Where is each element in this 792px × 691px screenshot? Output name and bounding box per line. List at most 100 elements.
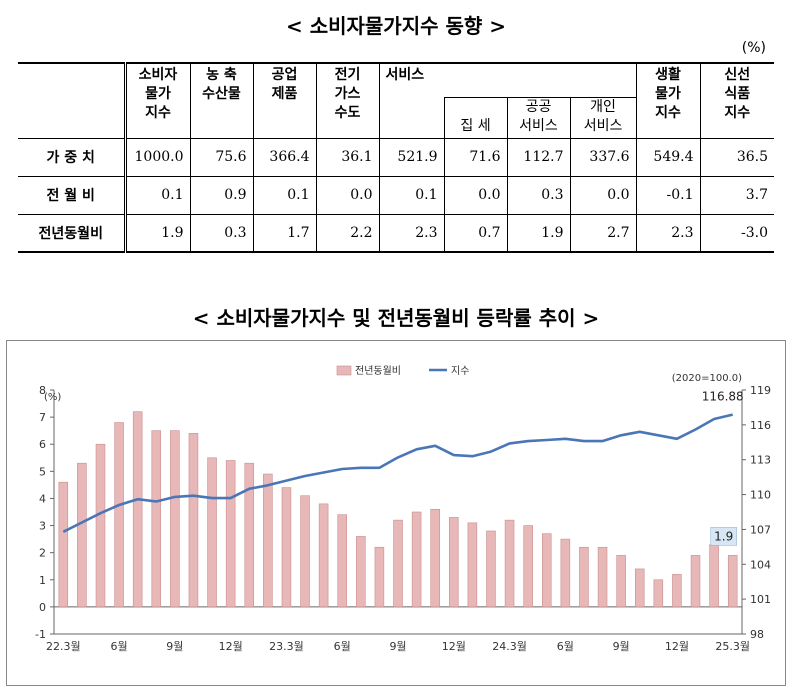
left-tick-label: -1 [35, 628, 46, 641]
table-cell: -0.1 [635, 175, 701, 215]
bar [170, 430, 180, 608]
chart-title: < 소비자물가지수 및 전년동월비 등락률 추이 > [192, 306, 600, 330]
table-cell: 3.7 [699, 175, 775, 215]
left-axis-unit: (%) [44, 392, 61, 403]
bar [560, 538, 571, 608]
table-cell: 0.1 [252, 175, 317, 215]
right-tick-label: 116 [750, 419, 771, 432]
bar [411, 511, 422, 608]
bar [709, 544, 719, 608]
table-title: < 소비자물가지수 동향 > [285, 14, 506, 38]
table-cell: 1000.0 [124, 137, 191, 177]
left-tick-label: 2 [39, 547, 46, 560]
col-header-public-services: 공공 서비스 [506, 96, 571, 139]
col-header-living: 생활 물가 지수 [635, 62, 701, 139]
bar [672, 574, 682, 608]
table-cell: 549.4 [635, 137, 701, 177]
last-bar-label: 1.9 [714, 529, 733, 543]
bar [727, 555, 738, 608]
bar [374, 546, 385, 608]
x-tick-label: 9월 [166, 640, 183, 653]
bar [616, 555, 626, 608]
bar [318, 503, 329, 608]
table-cell: 521.9 [378, 137, 445, 177]
x-tick-label: 25.3월 [715, 640, 750, 653]
col-header-services-blank [378, 97, 445, 139]
legend-line-label: 지수 [451, 365, 469, 377]
chart-frame: -1 0 1 2 3 4 5 6 7 8 98 101 104 107 110 113 116 119 (%) 22.… [6, 340, 786, 686]
unit-label: (%) [741, 40, 766, 56]
table-cell: 2.3 [378, 213, 445, 253]
x-tick-label: 6월 [111, 640, 128, 653]
table-cell: 366.4 [252, 137, 317, 177]
bar [653, 579, 664, 608]
bar [486, 530, 496, 608]
legend-bar-label: 전년동월비 [355, 365, 401, 377]
bar [504, 519, 515, 608]
x-tick-label: 23.3월 [269, 640, 304, 653]
table-cell: -3.0 [699, 213, 775, 253]
row-label: 전 월 비 [18, 175, 127, 215]
table-cell: 112.7 [506, 137, 571, 177]
left-tick-label: 0 [39, 601, 46, 614]
bar [244, 462, 255, 608]
x-tick-label: 9월 [613, 640, 630, 653]
bar [541, 533, 552, 608]
bar [225, 460, 236, 608]
bar [523, 525, 533, 608]
bar [263, 473, 273, 608]
table-cell: 71.6 [443, 137, 508, 177]
col-header-industrial: 공업 제품 [252, 62, 317, 139]
right-tick-label: 98 [750, 628, 764, 641]
x-tick-label: 12월 [442, 640, 466, 653]
left-tick-label: 7 [39, 411, 46, 424]
right-tick-label: 119 [750, 384, 771, 397]
table-cell: 337.6 [569, 137, 637, 177]
left-tick-label: 1 [39, 574, 46, 587]
table-cell: 36.1 [315, 137, 380, 177]
right-tick-label: 104 [750, 558, 771, 571]
table-cell: 0.0 [443, 175, 508, 215]
left-tick-label: 5 [39, 465, 46, 478]
x-tick-label: 6월 [557, 640, 574, 653]
right-tick-label: 107 [750, 523, 771, 536]
base-note: (2020=100.0) [672, 373, 742, 384]
bar [77, 462, 87, 608]
table-cell: 1.9 [124, 213, 191, 253]
table-cell: 0.0 [569, 175, 637, 215]
bar [151, 430, 162, 608]
table-cell: 0.9 [189, 175, 254, 215]
bar [281, 487, 292, 608]
bar [132, 411, 143, 608]
table-cell: 1.9 [506, 213, 571, 253]
col-header-all-items: 소비자 물가 지수 [124, 62, 191, 139]
table-cell: 0.0 [315, 175, 380, 215]
bar [579, 546, 589, 608]
table-cell: 0.3 [189, 213, 254, 253]
col-header-rent: 집 세 [443, 96, 508, 139]
bar [467, 522, 478, 608]
table-cell: 2.7 [569, 213, 637, 253]
x-tick-label: 22.3월 [46, 640, 81, 653]
bar [393, 519, 403, 608]
col-header-private-services: 개인 서비스 [569, 96, 637, 139]
right-tick-label: 113 [750, 454, 771, 467]
bar [634, 568, 645, 608]
row-label: 가 중 치 [18, 137, 127, 177]
last-index-label: 116.88 [702, 390, 744, 404]
legend-bar-swatch [336, 365, 352, 376]
table-cell: 0.7 [443, 213, 508, 253]
table-cell: 36.5 [699, 137, 775, 177]
bar [337, 514, 347, 608]
bar [430, 508, 440, 608]
left-tick-label: 3 [39, 520, 46, 533]
table-cell: 0.1 [378, 175, 445, 215]
bar [58, 481, 69, 608]
cpi-chart: -1 0 1 2 3 4 5 6 7 8 98 101 104 107 110 113 116 119 (%) 22.… [35, 365, 771, 653]
bar [449, 517, 459, 608]
bar [188, 433, 199, 608]
bar [690, 555, 701, 608]
col-header-agri: 농 축 수산물 [189, 62, 254, 139]
table-cell: 75.6 [189, 137, 254, 177]
x-tick-label: 24.3월 [492, 640, 527, 653]
